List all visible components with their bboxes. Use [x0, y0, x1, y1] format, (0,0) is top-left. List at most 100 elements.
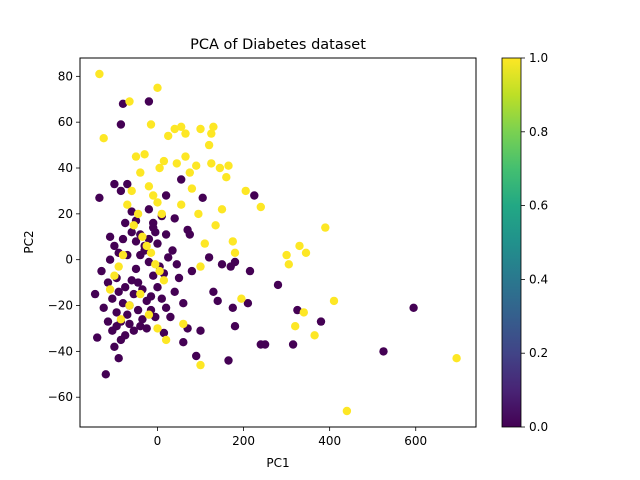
scatter-point-class-0 [144, 205, 154, 214]
scatter-point-class-1 [110, 271, 119, 280]
scatter-point-class-1 [133, 209, 143, 219]
y-tick-label: −60 [48, 390, 73, 404]
x-tick-label: 400 [318, 434, 341, 448]
colorbar-tick-label: 0.2 [529, 346, 548, 360]
scatter-point-class-0 [129, 326, 138, 335]
scatter-point-class-0 [105, 255, 115, 264]
scatter-point-class-1 [99, 134, 108, 143]
scatter-point-class-0 [131, 237, 141, 246]
scatter-point-class-1 [187, 184, 197, 193]
scatter-point-class-1 [196, 360, 205, 370]
scatter-point-class-0 [260, 340, 270, 349]
scatter-point-class-0 [116, 335, 126, 345]
scatter-point-class-1 [329, 296, 339, 306]
y-tick-label: −20 [48, 299, 73, 313]
scatter-point-class-0 [161, 303, 171, 312]
scatter-point-class-1 [146, 248, 156, 257]
scatter-point-class-1 [177, 200, 186, 209]
scatter-point-class-1 [161, 335, 171, 345]
scatter-point-class-1 [151, 260, 160, 269]
scatter-point-class-0 [149, 223, 158, 232]
scatter-point-class-1 [179, 319, 188, 329]
scatter-point-class-1 [284, 260, 293, 269]
scatter-point-class-0 [110, 241, 119, 251]
scatter-point-class-0 [170, 214, 179, 223]
scatter-point-class-1 [209, 122, 218, 131]
scatter-point-class-0 [153, 239, 162, 248]
scatter-point-class-1 [95, 69, 104, 79]
scatter-point-class-1 [159, 276, 169, 285]
scatter-point-class-1 [452, 354, 461, 363]
scatter-point-class-0 [288, 340, 298, 349]
colorbar-tick-label: 0.6 [529, 199, 548, 213]
scatter-point-class-1 [177, 122, 186, 131]
x-tick-label: 600 [404, 434, 427, 448]
scatter-point-class-1 [125, 301, 134, 310]
scatter-point-class-0 [142, 324, 151, 333]
scatter-point-class-0 [129, 289, 138, 299]
scatter-point-class-0 [185, 230, 194, 239]
scatter-point-class-1 [105, 285, 115, 294]
scatter-point-class-0 [170, 287, 179, 296]
scatter-point-class-0 [213, 296, 222, 306]
colorbar-tick-label: 0.8 [529, 125, 548, 139]
y-axis-ticks: −60 −40 −20 0 20 40 60 80 [48, 69, 80, 404]
scatter-point-class-0 [149, 271, 158, 280]
scatter-point-class-0 [230, 257, 240, 267]
scatter-point-class-1 [127, 186, 136, 196]
scatter-point-class-1 [153, 83, 162, 93]
scatter-point-class-0 [114, 354, 123, 363]
scatter-point-class-0 [118, 99, 128, 109]
scatter-point-class-0 [133, 305, 143, 315]
scatter-point-class-1 [211, 221, 220, 230]
scatter-point-class-1 [153, 324, 162, 333]
scatter-point-class-1 [136, 289, 145, 299]
scatter-point-class-1 [155, 163, 164, 173]
scatter-point-class-0 [127, 228, 136, 237]
scatter-point-class-1 [200, 239, 209, 248]
scatter-point-class-0 [97, 266, 106, 276]
scatter-point-class-1 [149, 191, 158, 200]
scatter-point-class-1 [192, 161, 201, 170]
scatter-point-class-0 [131, 264, 141, 274]
scatter-point-class-0 [179, 299, 188, 308]
scatter-point-class-0 [243, 299, 253, 308]
y-tick-label: 40 [58, 161, 73, 175]
scatter-point-class-0 [95, 193, 104, 202]
scatter-point-class-1 [301, 248, 311, 257]
x-tick-label: 0 [154, 434, 162, 448]
scatter-point-class-1 [194, 209, 203, 219]
scatter-point-class-1 [123, 200, 132, 209]
scatter-point-class-1 [164, 131, 173, 141]
scatter-point-class-1 [157, 209, 166, 219]
scatter-point-class-1 [217, 205, 227, 214]
scatter-point-class-1 [129, 221, 138, 230]
scatter-point-class-1 [125, 97, 134, 106]
scatter-point-class-0 [108, 294, 117, 303]
scatter-point-class-0 [196, 326, 205, 335]
scatter-point-class-0 [217, 260, 227, 269]
scatter-point-class-0 [118, 234, 128, 244]
scatter-point-class-1 [342, 406, 352, 416]
scatter-point-class-1 [241, 186, 250, 196]
scatter-point-class-1 [155, 266, 164, 276]
scatter-point-class-1 [282, 250, 291, 260]
scatter-point-class-0 [157, 294, 166, 303]
scatter-point-class-0 [409, 303, 418, 312]
colorbar [501, 57, 522, 428]
scatter-point-class-1 [207, 129, 216, 138]
x-axis-label: PC1 [266, 456, 289, 470]
scatter-point-class-1 [215, 163, 225, 173]
scatter-point-class-1 [204, 140, 214, 150]
y-tick-label: −40 [48, 344, 73, 358]
scatter-point-class-1 [138, 232, 147, 241]
y-axis-label: PC2 [22, 230, 36, 253]
plot-frame [79, 57, 477, 428]
scatter-point-class-0 [125, 319, 134, 329]
scatter-point-class-1 [256, 202, 265, 212]
y-tick-label: 60 [58, 115, 73, 129]
scatter-point-class-0 [228, 303, 237, 312]
scatter-point-class-0 [204, 253, 214, 262]
colorbar-tick-label: 1.0 [529, 51, 548, 65]
scatter-point-class-0 [198, 193, 207, 202]
